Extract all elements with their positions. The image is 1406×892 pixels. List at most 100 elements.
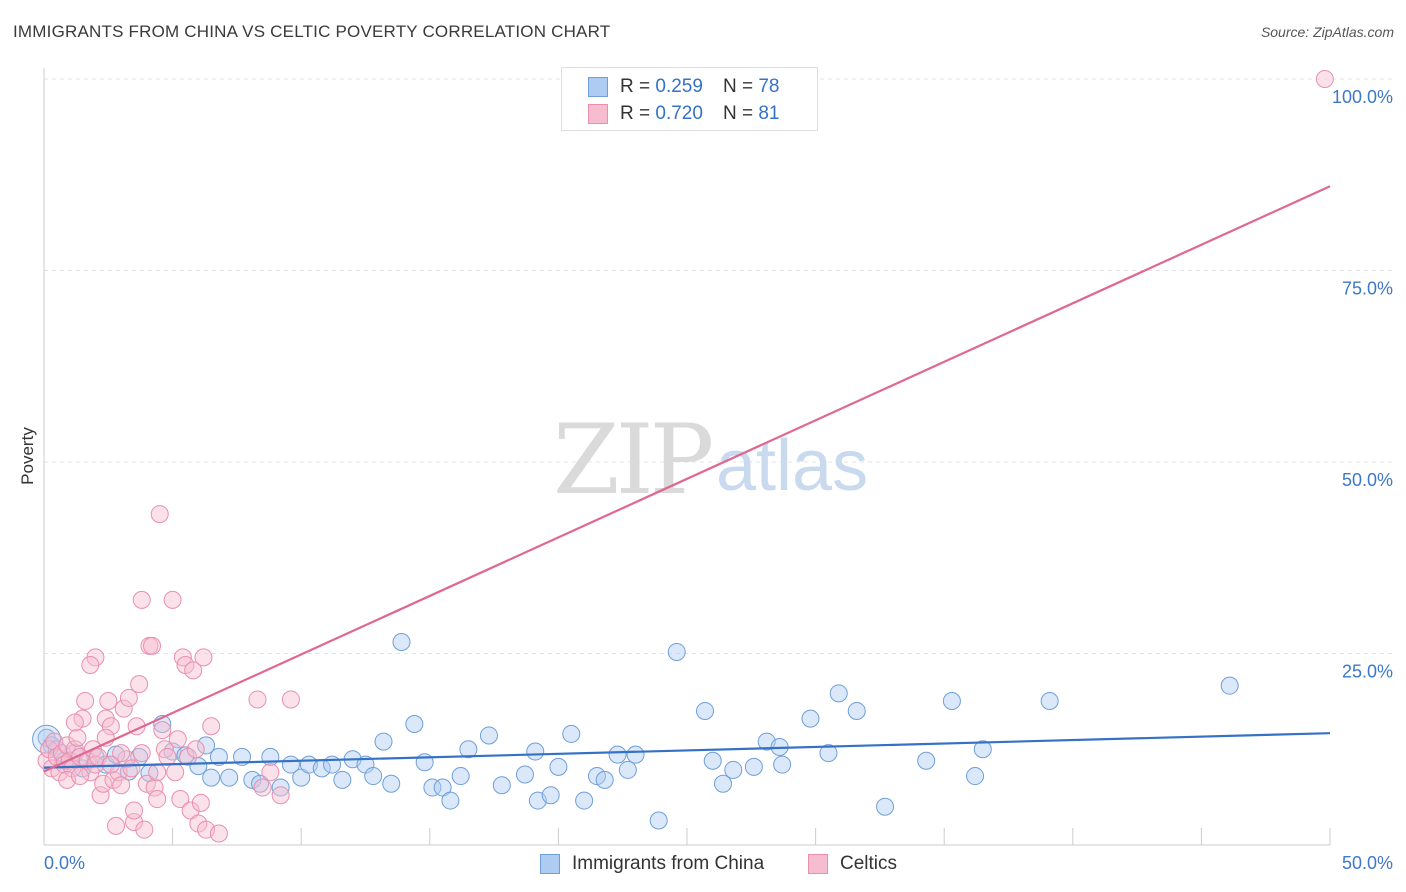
bottom-legend-label-china: Immigrants from China	[572, 853, 765, 874]
data-point-china	[703, 751, 722, 770]
data-point-china	[333, 770, 352, 789]
data-point-china	[744, 757, 763, 776]
data-point-china	[197, 736, 216, 755]
x-tick-label: 50.0%	[1342, 853, 1393, 873]
legend-n-value-china: 78	[758, 76, 780, 97]
grid-lines	[44, 78, 1392, 654]
x-tick-label: 0.0%	[44, 853, 85, 873]
data-point-celtics	[112, 776, 131, 795]
y-tick-label: 100.0%	[1332, 87, 1393, 107]
trend-line-celtics	[43, 185, 1331, 773]
legend-row-celtics: R = 0.720 N = 81	[588, 102, 779, 126]
data-point-china	[526, 742, 545, 761]
data-point-china	[608, 745, 627, 764]
data-point-china	[575, 791, 594, 810]
data-point-celtics	[158, 747, 177, 766]
data-point-china	[392, 633, 411, 652]
data-point-china	[773, 755, 792, 774]
data-point-celtics	[125, 801, 144, 820]
data-point-celtics	[122, 759, 141, 778]
data-point-celtics	[184, 661, 203, 680]
data-point-china	[202, 768, 221, 787]
data-point-china	[649, 811, 668, 830]
data-point-china	[876, 797, 895, 816]
data-point-china	[459, 740, 478, 759]
legend-n-label: N =	[722, 76, 754, 97]
data-point-celtics	[145, 778, 164, 797]
data-point-china	[423, 778, 442, 797]
data-point-celtics	[114, 699, 133, 718]
data-point-china	[405, 714, 424, 733]
bottom-legend-china[interactable]: Immigrants from China	[540, 852, 764, 876]
data-point-celtics	[119, 688, 138, 707]
legend-row-china: R = 0.259 N = 78	[588, 75, 779, 99]
legend-n-value-celtics: 81	[758, 103, 780, 124]
data-point-celtics	[186, 740, 205, 759]
bottom-legend-swatch-china	[540, 854, 560, 874]
axes	[43, 68, 1331, 846]
data-point-china	[209, 747, 228, 766]
data-point-celtics	[168, 730, 187, 749]
trend-line-china	[43, 732, 1331, 769]
data-point-celtics	[148, 790, 167, 809]
data-point-celtics	[253, 778, 272, 797]
watermark-zip: ZIP	[553, 404, 712, 516]
trend-lines	[43, 185, 1331, 773]
data-point-china	[714, 774, 733, 793]
watermark: ZIP atlas	[553, 404, 868, 516]
data-point-celtics	[101, 755, 120, 774]
data-point-celtics	[179, 747, 198, 766]
tick-labels: 100.0% 75.0% 50.0% 25.0% 0.0% 50.0%	[44, 87, 1393, 873]
data-point-china	[271, 778, 290, 797]
data-point-celtics	[148, 763, 167, 782]
bottom-legend-swatch-celtics	[808, 854, 828, 874]
bottom-legend-celtics[interactable]: Celtics	[808, 852, 897, 876]
data-point-celtics	[171, 790, 190, 809]
y-tick-label: 25.0%	[1342, 662, 1393, 682]
data-point-celtics	[191, 793, 210, 812]
data-point-celtics	[81, 655, 100, 674]
data-point-celtics	[68, 728, 87, 747]
series-celtics-points	[37, 70, 1334, 843]
data-point-china	[917, 751, 936, 770]
data-point-china	[696, 701, 715, 720]
chart-title: IMMIGRANTS FROM CHINA VS CELTIC POVERTY …	[13, 22, 611, 41]
data-point-china	[451, 767, 470, 786]
data-point-china	[966, 767, 985, 786]
data-point-china	[323, 755, 342, 774]
data-point-celtics	[143, 636, 162, 655]
data-point-china	[801, 709, 820, 728]
data-point-celtics	[163, 590, 182, 609]
data-point-celtics	[132, 744, 151, 763]
data-point-celtics	[71, 767, 90, 786]
data-point-celtics	[153, 721, 172, 740]
data-point-china	[364, 767, 383, 786]
correlation-legend: R = 0.259 N = 78 R = 0.720 N = 81	[561, 67, 818, 131]
data-point-china	[562, 724, 581, 743]
legend-swatch-celtics	[588, 104, 608, 124]
data-point-celtics	[101, 717, 120, 736]
data-point-china	[515, 765, 534, 784]
legend-r-label: R =	[620, 76, 651, 97]
data-point-china	[618, 760, 637, 779]
bottom-legend-label-celtics: Celtics	[840, 853, 898, 874]
data-point-celtics	[107, 816, 126, 835]
data-point-celtics	[112, 744, 131, 763]
data-point-china	[829, 684, 848, 703]
data-point-china	[1220, 676, 1239, 695]
data-point-china	[724, 760, 743, 779]
data-point-celtics	[248, 690, 267, 709]
data-point-china	[819, 744, 838, 763]
data-point-china	[973, 740, 992, 759]
data-point-celtics	[99, 691, 118, 710]
data-point-china	[626, 745, 645, 764]
legend-r-label: R =	[620, 103, 651, 124]
data-point-china	[549, 757, 568, 776]
legend-r-value-china: 0.259	[655, 76, 703, 97]
data-point-china	[492, 776, 511, 795]
data-point-celtics	[202, 717, 221, 736]
series-immigrants-from-china-points	[32, 633, 1239, 830]
y-tick-label: 50.0%	[1342, 470, 1393, 490]
data-point-celtics	[1315, 70, 1334, 88]
